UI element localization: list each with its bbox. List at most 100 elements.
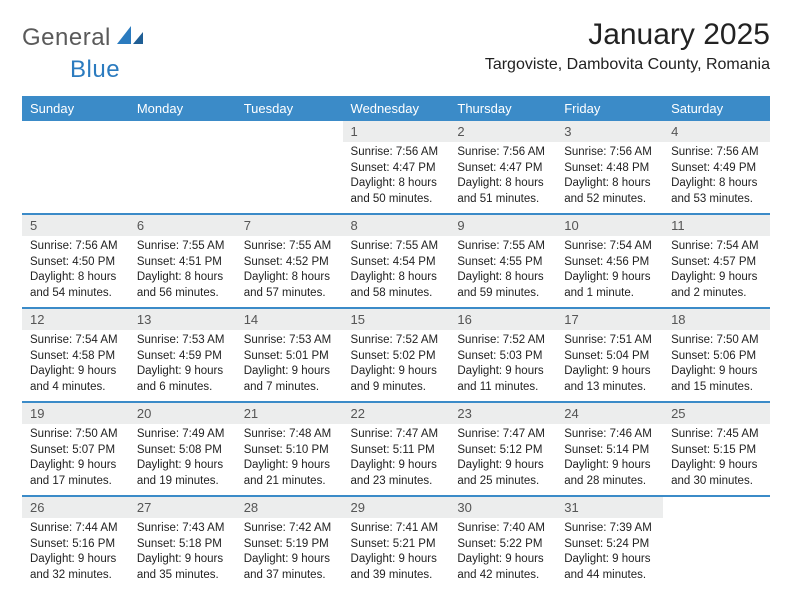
day-info-sunset: Sunset: 4:59 PM (137, 349, 228, 365)
day-info-sunset: Sunset: 4:56 PM (564, 255, 655, 271)
day-info-dl1: Daylight: 8 hours (564, 176, 655, 192)
day-number: 3 (556, 121, 663, 142)
day-info-dl1: Daylight: 9 hours (137, 458, 228, 474)
day-info-dl2: and 50 minutes. (351, 192, 442, 208)
day-info-dl1: Daylight: 9 hours (244, 552, 335, 568)
day-info-sunrise: Sunrise: 7:44 AM (30, 521, 121, 537)
weekday-header: Monday (129, 96, 236, 121)
day-info-dl2: and 37 minutes. (244, 568, 335, 584)
day-number: 31 (556, 497, 663, 518)
day-info-dl1: Daylight: 9 hours (30, 364, 121, 380)
day-info-dl2: and 17 minutes. (30, 474, 121, 490)
calendar-day-cell: 17Sunrise: 7:51 AMSunset: 5:04 PMDayligh… (556, 308, 663, 402)
day-info-dl2: and 25 minutes. (457, 474, 548, 490)
calendar-day-cell (129, 121, 236, 214)
day-info: Sunrise: 7:56 AMSunset: 4:47 PMDaylight:… (343, 142, 450, 213)
day-number: 20 (129, 403, 236, 424)
day-info-sunrise: Sunrise: 7:52 AM (351, 333, 442, 349)
weekday-header: Saturday (663, 96, 770, 121)
day-info-dl1: Daylight: 9 hours (457, 458, 548, 474)
day-number-empty (663, 497, 770, 518)
calendar-day-cell: 7Sunrise: 7:55 AMSunset: 4:52 PMDaylight… (236, 214, 343, 308)
day-info-sunset: Sunset: 5:22 PM (457, 537, 548, 553)
calendar-day-cell: 11Sunrise: 7:54 AMSunset: 4:57 PMDayligh… (663, 214, 770, 308)
day-info-dl1: Daylight: 9 hours (244, 364, 335, 380)
day-info-sunset: Sunset: 5:15 PM (671, 443, 762, 459)
day-info-sunset: Sunset: 5:08 PM (137, 443, 228, 459)
calendar-day-cell: 19Sunrise: 7:50 AMSunset: 5:07 PMDayligh… (22, 402, 129, 496)
day-info-sunrise: Sunrise: 7:49 AM (137, 427, 228, 443)
calendar-day-cell: 28Sunrise: 7:42 AMSunset: 5:19 PMDayligh… (236, 496, 343, 589)
day-info-sunset: Sunset: 5:10 PM (244, 443, 335, 459)
day-info-dl2: and 23 minutes. (351, 474, 442, 490)
calendar-day-cell (236, 121, 343, 214)
calendar-body: 1Sunrise: 7:56 AMSunset: 4:47 PMDaylight… (22, 121, 770, 589)
day-number: 14 (236, 309, 343, 330)
day-info-sunrise: Sunrise: 7:56 AM (671, 145, 762, 161)
day-info-dl1: Daylight: 9 hours (351, 552, 442, 568)
day-number: 26 (22, 497, 129, 518)
day-info: Sunrise: 7:52 AMSunset: 5:02 PMDaylight:… (343, 330, 450, 401)
day-info: Sunrise: 7:55 AMSunset: 4:54 PMDaylight:… (343, 236, 450, 307)
day-info-dl1: Daylight: 9 hours (671, 458, 762, 474)
day-info-dl1: Daylight: 9 hours (30, 458, 121, 474)
day-info: Sunrise: 7:47 AMSunset: 5:12 PMDaylight:… (449, 424, 556, 495)
calendar-day-cell: 26Sunrise: 7:44 AMSunset: 5:16 PMDayligh… (22, 496, 129, 589)
day-info: Sunrise: 7:56 AMSunset: 4:49 PMDaylight:… (663, 142, 770, 213)
day-info-sunrise: Sunrise: 7:54 AM (30, 333, 121, 349)
day-info-sunset: Sunset: 4:57 PM (671, 255, 762, 271)
day-info: Sunrise: 7:43 AMSunset: 5:18 PMDaylight:… (129, 518, 236, 589)
day-info-sunset: Sunset: 5:11 PM (351, 443, 442, 459)
day-info: Sunrise: 7:47 AMSunset: 5:11 PMDaylight:… (343, 424, 450, 495)
day-info-sunrise: Sunrise: 7:54 AM (671, 239, 762, 255)
day-info-dl2: and 51 minutes. (457, 192, 548, 208)
day-number: 13 (129, 309, 236, 330)
day-info: Sunrise: 7:54 AMSunset: 4:58 PMDaylight:… (22, 330, 129, 401)
day-info-dl1: Daylight: 8 hours (30, 270, 121, 286)
day-info: Sunrise: 7:54 AMSunset: 4:56 PMDaylight:… (556, 236, 663, 307)
day-info-sunset: Sunset: 5:18 PM (137, 537, 228, 553)
day-number-empty (129, 121, 236, 142)
day-number: 23 (449, 403, 556, 424)
day-info-dl1: Daylight: 8 hours (244, 270, 335, 286)
day-info-sunset: Sunset: 5:14 PM (564, 443, 655, 459)
calendar-day-cell: 23Sunrise: 7:47 AMSunset: 5:12 PMDayligh… (449, 402, 556, 496)
day-info-sunset: Sunset: 5:06 PM (671, 349, 762, 365)
day-info: Sunrise: 7:46 AMSunset: 5:14 PMDaylight:… (556, 424, 663, 495)
day-info-sunrise: Sunrise: 7:53 AM (137, 333, 228, 349)
day-info: Sunrise: 7:51 AMSunset: 5:04 PMDaylight:… (556, 330, 663, 401)
calendar-day-cell: 16Sunrise: 7:52 AMSunset: 5:03 PMDayligh… (449, 308, 556, 402)
day-info-sunrise: Sunrise: 7:48 AM (244, 427, 335, 443)
day-info-sunrise: Sunrise: 7:39 AM (564, 521, 655, 537)
day-info-sunrise: Sunrise: 7:51 AM (564, 333, 655, 349)
calendar-day-cell: 29Sunrise: 7:41 AMSunset: 5:21 PMDayligh… (343, 496, 450, 589)
day-info: Sunrise: 7:54 AMSunset: 4:57 PMDaylight:… (663, 236, 770, 307)
day-info-dl1: Daylight: 9 hours (564, 364, 655, 380)
day-info: Sunrise: 7:56 AMSunset: 4:48 PMDaylight:… (556, 142, 663, 213)
day-number: 11 (663, 215, 770, 236)
day-info: Sunrise: 7:50 AMSunset: 5:07 PMDaylight:… (22, 424, 129, 495)
day-info-dl2: and 54 minutes. (30, 286, 121, 302)
day-info-dl1: Daylight: 9 hours (671, 364, 762, 380)
calendar-day-cell: 22Sunrise: 7:47 AMSunset: 5:11 PMDayligh… (343, 402, 450, 496)
title-block: January 2025 Targoviste, Dambovita Count… (485, 18, 770, 74)
day-info: Sunrise: 7:45 AMSunset: 5:15 PMDaylight:… (663, 424, 770, 495)
day-info-dl2: and 30 minutes. (671, 474, 762, 490)
day-info-sunrise: Sunrise: 7:47 AM (457, 427, 548, 443)
day-info-dl2: and 1 minute. (564, 286, 655, 302)
day-number: 21 (236, 403, 343, 424)
logo: General (22, 18, 147, 52)
day-info-dl1: Daylight: 9 hours (564, 270, 655, 286)
calendar-day-cell: 30Sunrise: 7:40 AMSunset: 5:22 PMDayligh… (449, 496, 556, 589)
weekday-header: Sunday (22, 96, 129, 121)
day-info-dl1: Daylight: 8 hours (351, 270, 442, 286)
day-info-sunset: Sunset: 4:55 PM (457, 255, 548, 271)
day-info: Sunrise: 7:53 AMSunset: 5:01 PMDaylight:… (236, 330, 343, 401)
day-info-dl1: Daylight: 9 hours (351, 364, 442, 380)
day-number: 10 (556, 215, 663, 236)
day-number: 17 (556, 309, 663, 330)
day-info-sunrise: Sunrise: 7:40 AM (457, 521, 548, 537)
day-info-dl1: Daylight: 8 hours (351, 176, 442, 192)
day-info-sunrise: Sunrise: 7:56 AM (564, 145, 655, 161)
calendar-day-cell: 21Sunrise: 7:48 AMSunset: 5:10 PMDayligh… (236, 402, 343, 496)
